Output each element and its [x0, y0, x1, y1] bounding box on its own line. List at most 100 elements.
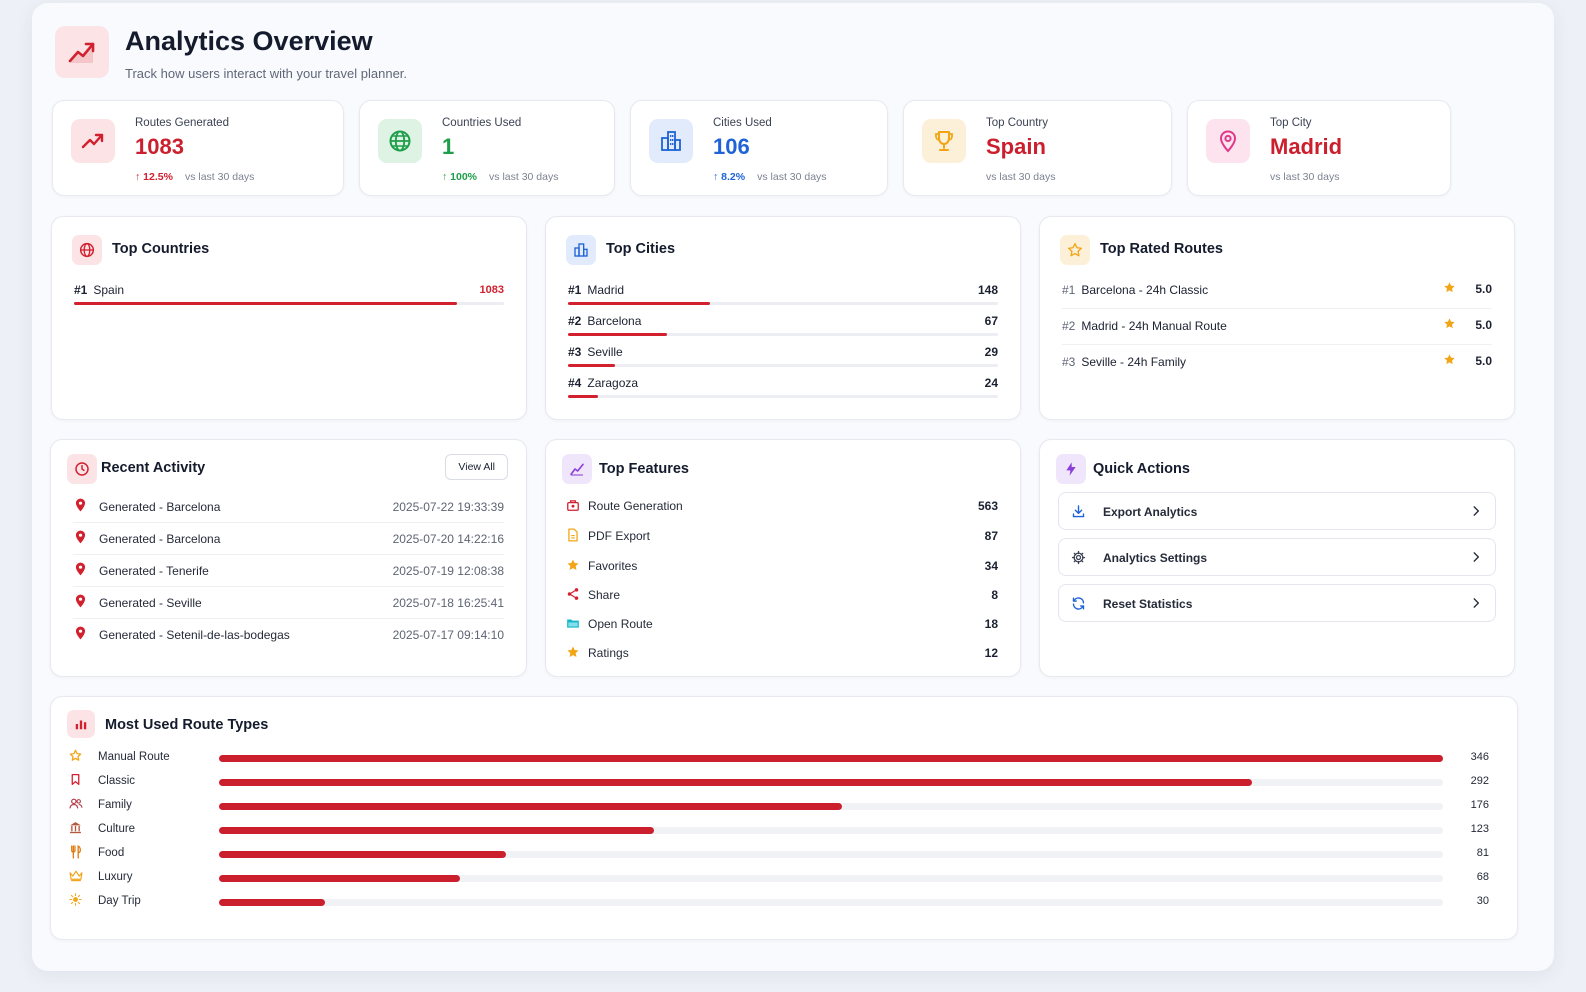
- feature-item: PDF Export 87: [566, 525, 998, 554]
- lightning-icon: [1056, 454, 1086, 484]
- rating-score: 5.0: [1475, 318, 1492, 332]
- route-type-row: Culture 123: [69, 819, 1489, 843]
- map-pin-icon: [75, 530, 86, 547]
- route-name: Madrid - 24h Manual Route: [1081, 319, 1227, 333]
- progress-fill: [568, 395, 599, 398]
- activity-item[interactable]: Generated - Barcelona 2025-07-20 14:22:1…: [73, 523, 504, 555]
- stat-card-cities-used: Cities Used 106 ↑ 8.2% vs last 30 days: [630, 100, 888, 196]
- stat-card-top-city: Top City Madrid vs last 30 days: [1187, 100, 1451, 196]
- feature-name: Favorites: [588, 559, 638, 573]
- stat-card-routes-generated: Routes Generated 1083 ↑ 12.5% vs last 30 …: [52, 100, 344, 196]
- stat-value: Spain: [986, 134, 1046, 159]
- share-icon: [566, 587, 580, 604]
- stat-period: vs last 30 days: [489, 171, 559, 183]
- feature-name: Open Route: [588, 617, 653, 631]
- top-cities-card: Top Cities #1 Madrid 148 #2 Barcelona 67 #…: [545, 216, 1021, 420]
- buildings-icon: [649, 119, 693, 163]
- stat-footer: ↑ 12.5% vs last 30 days: [135, 171, 254, 183]
- rating-score: 5.0: [1475, 282, 1492, 296]
- stat-change: ↑ 12.5%: [135, 171, 173, 183]
- reset-statistics-button[interactable]: Reset Statistics: [1058, 584, 1496, 622]
- list-item: #4 Zaragoza 24: [568, 376, 998, 402]
- activity-text: Generated - Barcelona: [99, 500, 221, 514]
- refresh-icon: [1071, 596, 1086, 616]
- route-type-name: Food: [98, 847, 125, 859]
- progress-fill: [219, 803, 842, 810]
- progress-fill: [74, 302, 457, 305]
- progress-fill: [568, 364, 616, 367]
- feature-count: 12: [984, 646, 998, 660]
- feature-name: Route Generation: [588, 499, 683, 513]
- progress-fill: [568, 333, 667, 336]
- route-type-name: Manual Route: [98, 751, 170, 763]
- route-name: Seville - 24h Family: [1081, 355, 1187, 369]
- activity-timestamp: 2025-07-20 14:22:16: [392, 532, 504, 546]
- action-label: Analytics Settings: [1103, 551, 1208, 565]
- stat-label: Routes Generated: [135, 117, 229, 129]
- bookmark-icon: [69, 773, 82, 789]
- star-icon: [1443, 353, 1456, 369]
- progress-track: [219, 803, 1443, 810]
- route-type-row: Family 176: [69, 795, 1489, 819]
- feature-item: Route Generation 563: [566, 495, 998, 524]
- rank: #4: [568, 376, 582, 390]
- analytics-settings-button[interactable]: Analytics Settings: [1058, 538, 1496, 576]
- count: 24: [984, 376, 998, 390]
- card-title: Top Features: [599, 461, 689, 477]
- trending-up-icon: [55, 26, 109, 78]
- list-item: #3 Seville 29: [568, 345, 998, 371]
- activity-item[interactable]: Generated - Tenerife 2025-07-19 12:08:38: [73, 555, 504, 587]
- folder-open-icon: [566, 616, 580, 633]
- progress-track: [568, 395, 998, 398]
- export-analytics-button[interactable]: Export Analytics: [1058, 492, 1496, 530]
- feature-name: Ratings: [588, 646, 629, 660]
- download-icon: [1071, 504, 1086, 524]
- gear-icon: [1071, 550, 1086, 570]
- activity-timestamp: 2025-07-19 12:08:38: [392, 564, 504, 578]
- star-icon: [1443, 317, 1456, 333]
- view-all-button[interactable]: View All: [445, 454, 508, 480]
- crown-icon: [69, 869, 83, 885]
- stat-footer: vs last 30 days: [986, 171, 1055, 183]
- feature-count: 87: [984, 529, 998, 543]
- route-type-row: Day Trip 30: [69, 891, 1489, 915]
- list-item[interactable]: #3 Seville - 24h Family 5.0: [1062, 345, 1492, 381]
- activity-item[interactable]: Generated - Setenil-de-las-bodegas 2025-…: [73, 619, 504, 651]
- page-subtitle: Track how users interact with your trave…: [125, 66, 408, 81]
- route-type-name: Luxury: [98, 871, 133, 883]
- progress-fill: [219, 755, 1443, 762]
- quick-actions-card: Quick Actions Export Analytics Analytics…: [1039, 439, 1515, 677]
- route-type-row: Manual Route 346: [69, 747, 1489, 771]
- route-types-card: Most Used Route Types Manual Route 346 C…: [50, 696, 1518, 940]
- top-rated-routes-card: Top Rated Routes #1 Barcelona - 24h Class…: [1039, 216, 1515, 420]
- card-title: Most Used Route Types: [105, 717, 269, 733]
- rank: #2: [568, 314, 582, 328]
- card-title: Quick Actions: [1093, 461, 1190, 477]
- progress-track: [219, 899, 1443, 906]
- stat-label: Top City: [1270, 117, 1312, 129]
- card-title: Top Cities: [606, 241, 676, 257]
- activity-item[interactable]: Generated - Seville 2025-07-18 16:25:41: [73, 587, 504, 619]
- map-pin-icon: [75, 626, 86, 643]
- card-title: Top Rated Routes: [1100, 241, 1223, 257]
- route-type-name: Family: [98, 799, 132, 811]
- rating-score: 5.0: [1475, 354, 1492, 368]
- stat-value: 1083: [135, 134, 184, 159]
- list-item[interactable]: #2 Madrid - 24h Manual Route 5.0: [1062, 309, 1492, 345]
- stat-period: vs last 30 days: [184, 171, 255, 183]
- clock-icon: [67, 454, 97, 484]
- progress-fill: [219, 827, 655, 834]
- activity-timestamp: 2025-07-22 19:33:39: [392, 500, 504, 514]
- route-name: Barcelona - 24h Classic: [1081, 283, 1209, 297]
- rank: #1: [74, 283, 88, 297]
- map-pin-icon: [75, 498, 86, 515]
- list-item[interactable]: #1 Barcelona - 24h Classic 5.0: [1062, 273, 1492, 309]
- route-type-count: 176: [1470, 799, 1489, 811]
- progress-track: [219, 875, 1443, 882]
- activity-item[interactable]: Generated - Barcelona 2025-07-22 19:33:3…: [73, 491, 504, 523]
- feature-name: Share: [588, 588, 621, 602]
- stat-label: Top Country: [986, 117, 1049, 129]
- feature-item: Ratings 12: [566, 642, 998, 671]
- stat-change: ↑ 100%: [442, 171, 478, 183]
- star-icon: [566, 645, 580, 662]
